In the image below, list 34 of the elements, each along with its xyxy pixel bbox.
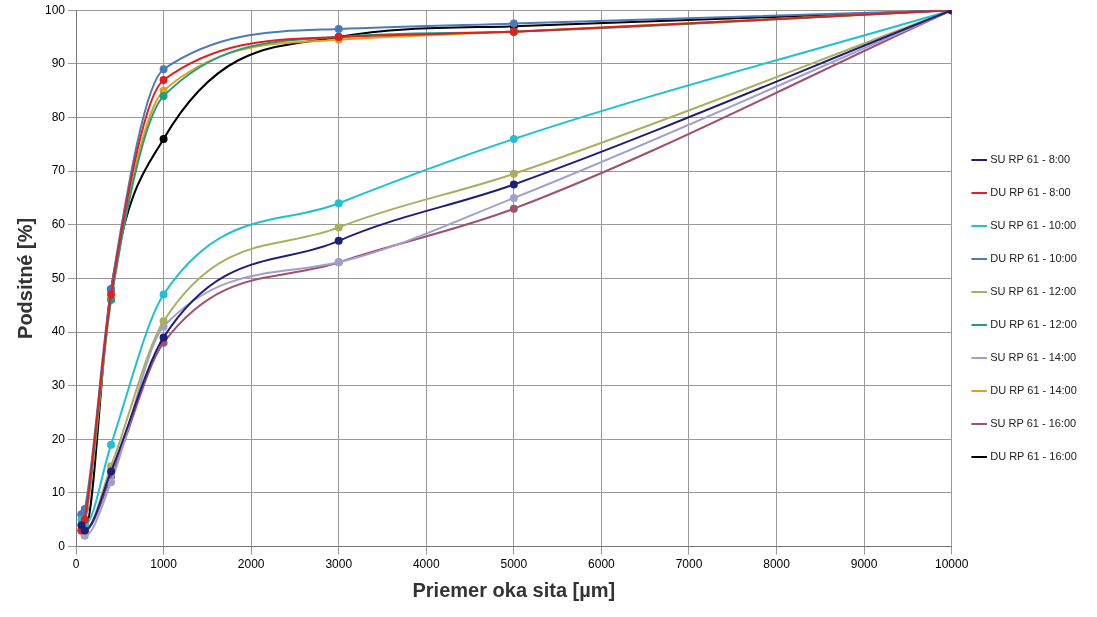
y-axis-title: Podsitné [%] [13,217,36,339]
x-tick-label: 9000 [850,557,878,572]
legend-label: DU RP 61 - 12:00 [990,318,1077,331]
x-tick-label: 4000 [412,557,440,572]
legend-label: SU RP 61 - 16:00 [990,417,1077,430]
legend-label: SU RP 61 - 14:00 [990,351,1077,364]
x-tick-label: 8000 [763,557,791,572]
legend-label: DU RP 61 - 8:00 [990,186,1071,199]
y-tick-label: 90 [51,56,66,71]
x-tick-label: 2000 [237,557,265,572]
y-tick-label: 20 [51,431,66,446]
y-tick-label: 40 [51,324,66,339]
x-tick-label: 0 [72,557,80,572]
y-tick-label: 0 [58,538,66,553]
y-tick-label: 100 [44,2,66,17]
x-tick-label: 1000 [150,557,178,572]
y-tick-label: 10 [51,485,66,500]
x-tick-label: 3000 [325,557,353,572]
y-tick-label: 60 [51,217,66,232]
y-tick-label: 30 [51,377,66,392]
x-axis-title: Priemer oka sita [µm] [412,578,616,601]
y-tick-label: 80 [51,109,66,124]
legend-label: DU RP 61 - 10:00 [990,252,1077,265]
legend-label: SU RP 61 - 8:00 [990,153,1071,166]
x-tick-label: 5000 [500,557,528,572]
y-tick-label: 70 [51,163,66,178]
x-tick-label: 10000 [934,557,969,572]
y-tick-label: 50 [51,270,66,285]
legend-label: SU RP 61 - 10:00 [990,219,1077,232]
legend-label: DU RP 61 - 16:00 [990,450,1077,463]
legend-label: DU RP 61 - 14:00 [990,384,1077,397]
x-tick-label: 6000 [588,557,616,572]
legend-label: SU RP 61 - 12:00 [990,285,1077,298]
x-tick-label: 7000 [675,557,703,572]
